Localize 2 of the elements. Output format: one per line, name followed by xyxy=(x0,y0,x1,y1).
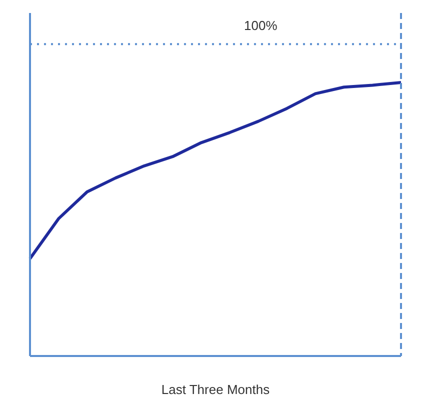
x-axis-title: Last Three Months xyxy=(161,382,270,397)
text: 100% xyxy=(244,18,278,33)
